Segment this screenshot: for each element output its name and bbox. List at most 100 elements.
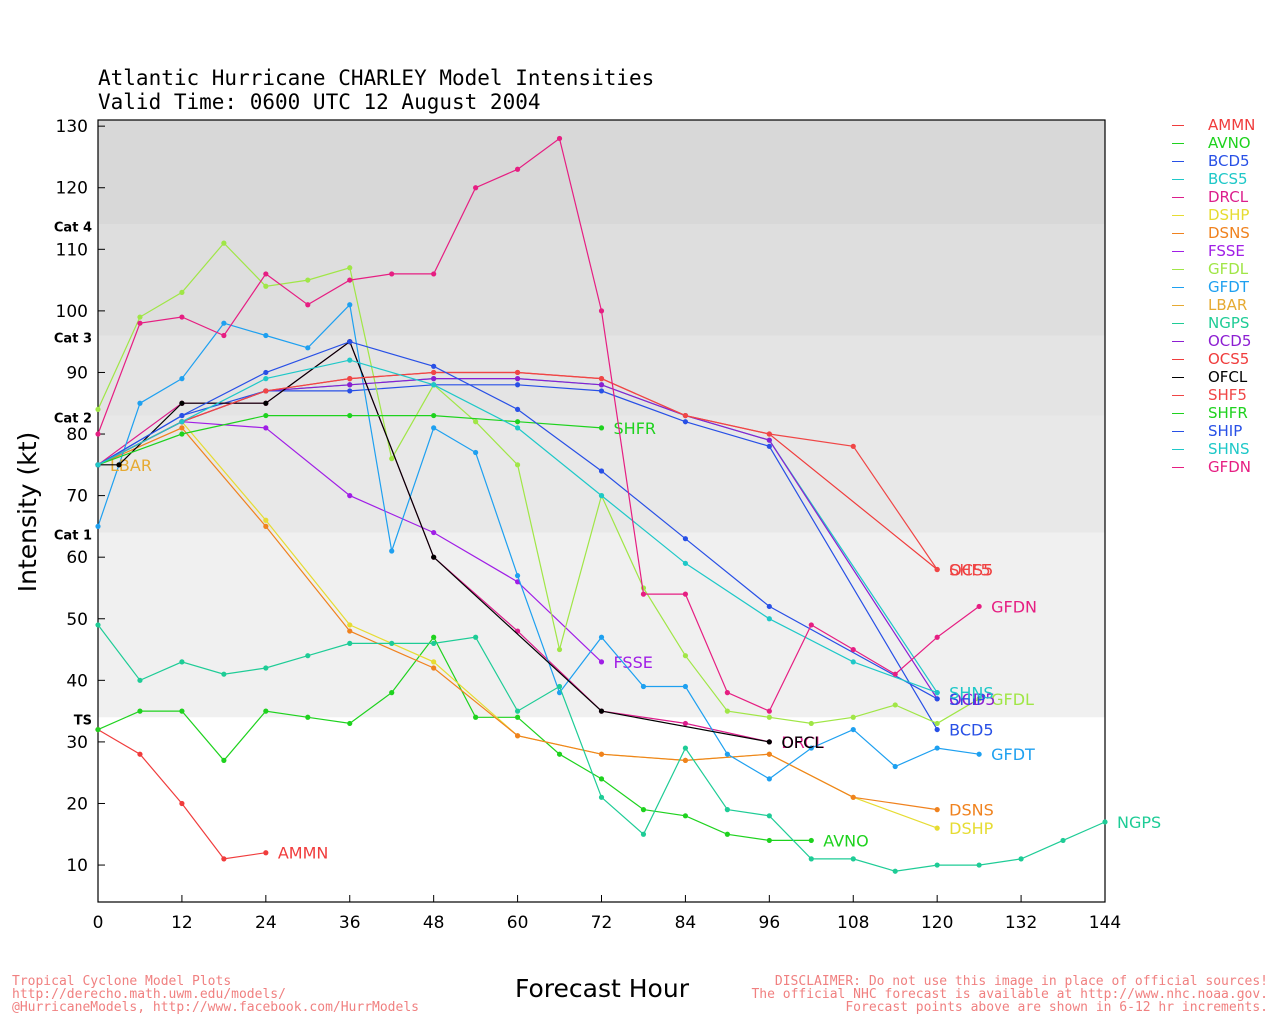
legend-item: DSNS: [1172, 224, 1255, 242]
data-point: [598, 376, 605, 382]
data-point: [934, 726, 940, 733]
data-point: [137, 314, 143, 320]
legend-swatch: [1172, 232, 1184, 234]
series-end-label: BCD5: [949, 721, 993, 740]
data-point: [221, 332, 227, 339]
data-point: [724, 690, 730, 696]
data-point: [934, 634, 940, 640]
data-point: [179, 425, 185, 431]
category-label: Cat 2: [54, 412, 92, 427]
series-end-label: GFDL: [991, 690, 1034, 709]
data-point: [263, 517, 269, 523]
category-band: [98, 532, 1105, 718]
legend-label: LBAR: [1208, 296, 1248, 314]
series-end-label: NGPS: [1117, 813, 1161, 832]
data-point: [766, 837, 772, 844]
legend-label: AMMN: [1208, 116, 1256, 134]
legend-item: GFDL: [1172, 260, 1255, 278]
data-point: [473, 419, 479, 425]
y-tick-label: 60: [66, 548, 88, 568]
legend-item: OCS5: [1172, 350, 1255, 368]
data-point: [682, 412, 689, 419]
data-point: [1060, 837, 1066, 844]
data-point: [724, 807, 730, 813]
data-point: [263, 332, 269, 339]
data-point: [305, 653, 311, 659]
data-point: [179, 800, 185, 807]
data-point: [766, 616, 772, 622]
data-point: [514, 733, 521, 739]
legend-swatch: [1172, 394, 1184, 396]
legend-item: NGPS: [1172, 314, 1255, 332]
data-point: [514, 406, 521, 413]
data-point: [347, 265, 353, 271]
series-end-label: OCD5: [949, 690, 995, 709]
data-point: [389, 548, 395, 554]
footer-right-line: DISCLAIMER: Do not use this image in pla…: [774, 974, 1268, 989]
data-point: [137, 400, 143, 406]
data-point: [431, 369, 437, 376]
data-point: [724, 831, 730, 837]
data-point: [808, 745, 814, 751]
data-point: [137, 751, 143, 757]
data-point: [347, 277, 353, 283]
x-tick-label: 108: [837, 913, 869, 933]
data-point: [514, 708, 521, 714]
series-end-label: AVNO: [823, 831, 868, 850]
legend-swatch: [1172, 250, 1184, 252]
y-tick-label: 20: [66, 794, 88, 814]
data-point: [766, 603, 772, 610]
data-point: [598, 382, 605, 388]
footer-left-line: http://derecho.math.uwm.edu/models/: [12, 987, 286, 1002]
series-line: [98, 340, 770, 743]
data-point: [473, 714, 479, 720]
category-band: [98, 120, 1105, 225]
x-tick-label: 120: [921, 913, 953, 933]
series-gfdn: GFDN: [95, 135, 1037, 714]
x-tick-label: 0: [93, 913, 104, 933]
data-point: [850, 714, 856, 720]
x-tick-label: 84: [675, 913, 697, 933]
data-point: [347, 640, 353, 646]
data-point: [347, 493, 353, 499]
legend-swatch: [1172, 358, 1184, 360]
data-point: [263, 283, 269, 289]
legend-item: GFDN: [1172, 458, 1255, 476]
data-point: [682, 419, 689, 425]
legend-label: SHF5: [1208, 386, 1247, 404]
series-line: [97, 137, 980, 712]
data-point: [724, 708, 730, 714]
data-point: [682, 720, 689, 727]
legend-item: SHF5: [1172, 386, 1255, 404]
data-point: [221, 240, 227, 246]
data-point: [347, 376, 353, 382]
series-end-label: FSSE: [614, 653, 653, 672]
legend-item: SHIP: [1172, 422, 1255, 440]
series-line: [97, 303, 980, 780]
data-point: [431, 640, 437, 646]
data-point: [305, 277, 311, 283]
data-point: [263, 388, 269, 394]
legend-swatch: [1172, 448, 1184, 450]
data-point: [766, 813, 772, 819]
data-point: [179, 412, 185, 419]
data-point: [514, 369, 521, 376]
data-point: [305, 345, 311, 351]
category-label: Cat 4: [54, 221, 92, 236]
category-label: TS: [74, 713, 92, 728]
legend-item: LBAR: [1172, 296, 1255, 314]
data-point: [850, 856, 856, 862]
data-point: [598, 468, 605, 474]
y-tick-label: 30: [66, 733, 88, 753]
footer-right-line: Forecast points above are shown in 6-12 …: [845, 1000, 1268, 1015]
legend-item: DSHP: [1172, 206, 1255, 224]
y-tick-label: 70: [66, 487, 88, 507]
legend-label: DSNS: [1208, 224, 1250, 242]
series-end-label: GFDN: [991, 597, 1037, 616]
series-end-label: SHNS: [949, 684, 993, 703]
data-point: [934, 720, 940, 727]
data-point: [808, 856, 814, 862]
series-line: [97, 242, 980, 725]
data-point: [514, 166, 521, 172]
data-point: [682, 745, 689, 751]
